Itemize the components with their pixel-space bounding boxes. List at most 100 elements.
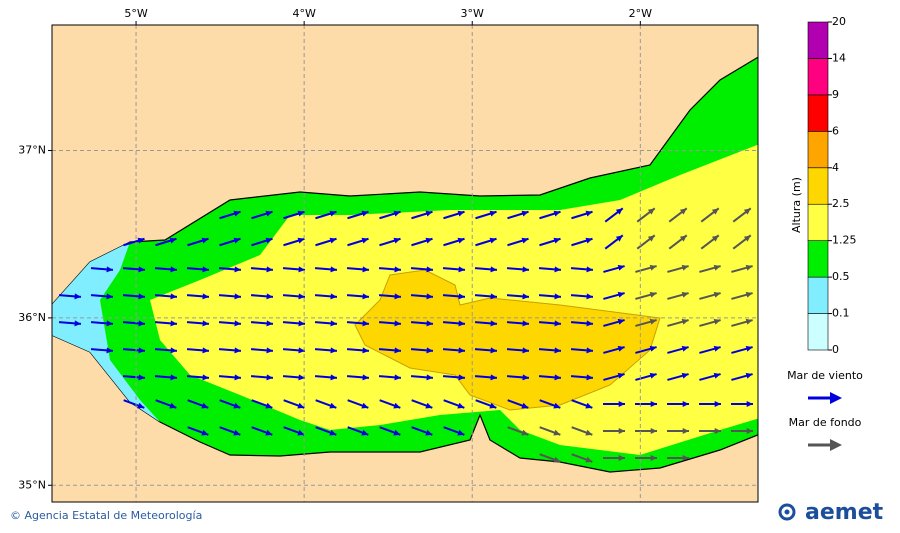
- arrow-head: [553, 237, 561, 244]
- arrow-head: [617, 264, 625, 271]
- arrow-head: [138, 374, 145, 381]
- arrow: [411, 237, 433, 247]
- arrow: [379, 426, 401, 436]
- arrow: [315, 210, 337, 220]
- arrow: [731, 264, 753, 273]
- arrow: [731, 291, 753, 300]
- arrow-head: [554, 347, 561, 354]
- arrow: [186, 266, 210, 273]
- arrow-head: [522, 347, 529, 354]
- arrow: [635, 318, 657, 327]
- arrow-head: [713, 318, 721, 325]
- arrow: [379, 237, 401, 247]
- arrow: [410, 374, 434, 381]
- arrow: [570, 293, 594, 300]
- arrow: [251, 237, 273, 247]
- arrow: [474, 374, 498, 381]
- arrow: [442, 320, 466, 327]
- arrow: [538, 320, 562, 327]
- arrow-head: [265, 429, 273, 436]
- arrow-head: [202, 347, 209, 354]
- arrow: [283, 237, 305, 247]
- arrow-head: [615, 235, 623, 242]
- arrow-head: [585, 210, 593, 217]
- arrow-head: [170, 320, 177, 327]
- arrow: [635, 427, 657, 435]
- arrow-head: [74, 293, 81, 300]
- arrow-head: [425, 429, 433, 436]
- arrow-head: [522, 320, 529, 327]
- arrow: [570, 374, 594, 381]
- arrow: [538, 266, 562, 273]
- arrow: [603, 454, 625, 462]
- arrow-head: [202, 266, 209, 273]
- arrow-head: [233, 429, 241, 436]
- arrow-head: [650, 400, 657, 408]
- arrow-head: [169, 402, 177, 409]
- arrow: [635, 454, 657, 462]
- arrow-head: [522, 293, 529, 300]
- arrow-head: [745, 264, 753, 271]
- arrow: [218, 347, 242, 354]
- arrow: [667, 264, 689, 273]
- arrow-head: [329, 237, 337, 244]
- arrow: [315, 399, 337, 409]
- arrow-head: [170, 374, 177, 381]
- arrow-head: [394, 266, 401, 273]
- arrow-head: [298, 293, 305, 300]
- arrow-head: [361, 237, 369, 244]
- arrow: [603, 372, 625, 381]
- arrow: [474, 347, 498, 354]
- arrow: [346, 374, 370, 381]
- arrow: [442, 266, 466, 273]
- arrow: [250, 374, 274, 381]
- arrow: [506, 293, 530, 300]
- arrow: [667, 291, 689, 300]
- arrow: [506, 266, 530, 273]
- colorbar-segment: [807, 58, 829, 96]
- arrow: [731, 318, 753, 327]
- arrow-head: [234, 266, 241, 273]
- arrow-head: [585, 402, 593, 409]
- arrow: [474, 293, 498, 300]
- arrow-head: [202, 293, 209, 300]
- arrow-head: [586, 266, 593, 273]
- arrow: [58, 293, 82, 300]
- arrow-head: [586, 374, 593, 381]
- arrow-head: [681, 345, 689, 352]
- x-tick-label: 4°W: [292, 7, 315, 20]
- arrow: [410, 293, 434, 300]
- arrow: [219, 399, 241, 409]
- arrow-head: [233, 402, 241, 409]
- arrow: [283, 399, 305, 409]
- arrow: [699, 400, 721, 408]
- map-frame: [51, 24, 759, 503]
- arrow: [636, 207, 656, 223]
- arrow-head: [330, 374, 337, 381]
- arrow-head: [74, 320, 81, 327]
- arrow: [570, 266, 594, 273]
- arrow-head: [266, 293, 273, 300]
- arrow: [699, 264, 721, 273]
- arrow: [443, 399, 465, 409]
- arrow-head: [554, 374, 561, 381]
- arrow-head: [649, 372, 657, 379]
- arrow-head: [714, 427, 721, 435]
- arrow: [122, 266, 146, 273]
- arrow: [410, 347, 434, 354]
- colorbar-label: 0.1: [832, 307, 850, 320]
- arrow: [668, 207, 688, 223]
- arrow: [667, 318, 689, 327]
- arrow: [411, 210, 433, 220]
- arrow: [475, 237, 497, 247]
- arrow: [187, 237, 209, 247]
- arrow-head: [490, 374, 497, 381]
- arrow: [58, 320, 82, 327]
- arrow-head: [489, 210, 497, 217]
- arrow-head: [618, 454, 625, 462]
- arrow-head: [298, 320, 305, 327]
- arrow: [635, 345, 657, 354]
- arrow-head: [554, 320, 561, 327]
- arrow: [122, 293, 146, 300]
